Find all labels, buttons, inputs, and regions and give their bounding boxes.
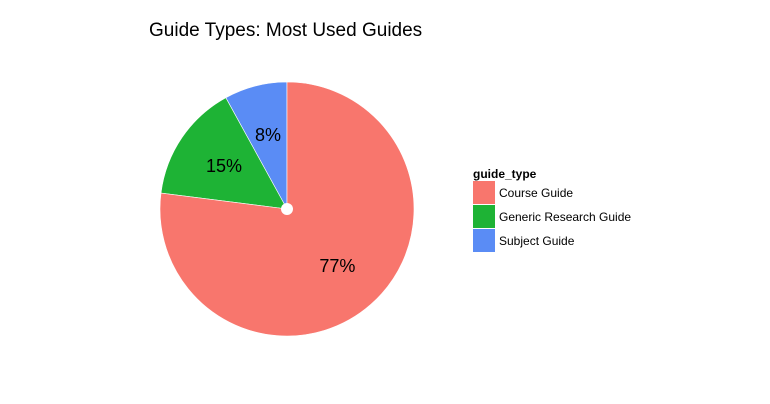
legend-label-subject-guide: Subject Guide (499, 234, 575, 248)
legend-swatch-course-guide (473, 181, 495, 204)
pie-slice-generic-research-guide (160, 97, 288, 210)
pie-center-dot (281, 203, 293, 215)
pie-label-subject-guide: 8% (255, 125, 281, 145)
legend-swatch-generic-research-guide (473, 205, 495, 228)
legend: guide_type Course Guide Generic Research G… (473, 167, 631, 252)
legend-swatch-subject-guide (473, 229, 495, 252)
chart-title: Guide Types: Most Used Guides (149, 20, 423, 41)
legend-label-course-guide: Course Guide (499, 186, 573, 200)
pie-slice-course-guide (159, 81, 415, 337)
legend-title: guide_type (473, 167, 537, 181)
pie-label-course-guide: 77% (319, 256, 355, 276)
pie-labels: 8% 15% 77% (206, 125, 355, 276)
pie-label-generic-research-guide: 15% (206, 156, 242, 176)
legend-label-generic-research-guide: Generic Research Guide (499, 210, 631, 224)
pie-slices (159, 81, 415, 337)
